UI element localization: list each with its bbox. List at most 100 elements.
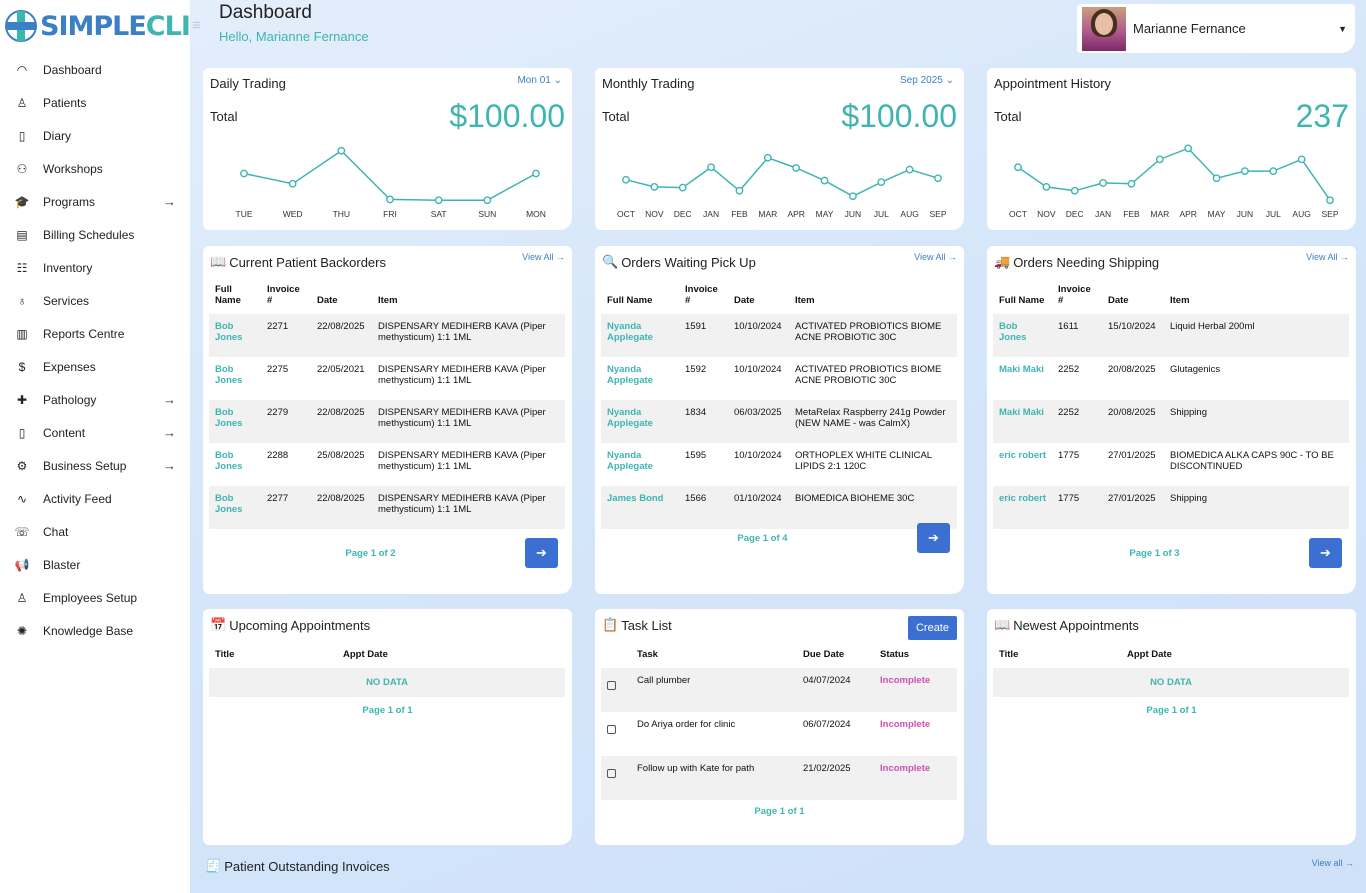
data-point[interactable] bbox=[877, 178, 886, 187]
patient-name-link[interactable]: Bob Jones bbox=[999, 321, 1027, 343]
data-point[interactable] bbox=[434, 196, 443, 205]
sidebar-item-patients[interactable]: ♙ Patients bbox=[0, 86, 190, 119]
data-point[interactable] bbox=[1241, 167, 1249, 176]
data-point[interactable] bbox=[1212, 174, 1221, 183]
data-point[interactable] bbox=[849, 192, 857, 201]
data-point[interactable] bbox=[1127, 179, 1136, 188]
patient-name-link[interactable]: Maki Maki bbox=[999, 364, 1044, 375]
data-point[interactable] bbox=[820, 176, 829, 185]
next-arrow-button[interactable]: ➔ bbox=[525, 538, 558, 568]
logo[interactable]: SIMPLECLINIC bbox=[4, 4, 240, 48]
next-arrow-button[interactable]: ➔ bbox=[1309, 538, 1342, 568]
sidebar-item-chat[interactable]: ☏ Chat bbox=[0, 515, 190, 548]
data-point[interactable] bbox=[735, 186, 744, 195]
patient-name-link[interactable]: Nyanda Applegate bbox=[607, 364, 653, 386]
data-point[interactable] bbox=[1269, 167, 1278, 176]
patient-name-link[interactable]: Bob Jones bbox=[215, 321, 243, 343]
patient-name-link[interactable]: Nyanda Applegate bbox=[607, 321, 653, 343]
table-row[interactable]: Nyanda Applegate 1592 10/10/2024 ACTIVATED … bbox=[601, 357, 957, 400]
data-point[interactable] bbox=[650, 182, 659, 191]
data-point[interactable] bbox=[1155, 155, 1164, 164]
table-row[interactable]: Bob Jones 2271 22/08/2025 DISPENSARY MEDIHE… bbox=[209, 314, 565, 357]
sidebar-item-employees-setup[interactable]: ♙ Employees Setup bbox=[0, 581, 190, 614]
data-point[interactable] bbox=[1326, 196, 1334, 205]
sidebar-item-diary[interactable]: ▯ Diary bbox=[0, 119, 190, 152]
sidebar-item-workshops[interactable]: ⚇ Workshops bbox=[0, 152, 190, 185]
sidebar-item-activity-feed[interactable]: ∿ Activity Feed bbox=[0, 482, 190, 515]
patient-name-link[interactable]: Bob Jones bbox=[215, 364, 243, 386]
view-all-link[interactable]: View All → bbox=[1306, 252, 1349, 262]
patient-name-link[interactable]: Nyanda Applegate bbox=[607, 407, 653, 429]
sidebar-item-content[interactable]: ▯ Content → bbox=[0, 416, 190, 449]
task-checkbox[interactable] bbox=[607, 725, 616, 734]
patient-name-link[interactable]: eric robert bbox=[999, 493, 1046, 504]
sidebar-item-knowledge-base[interactable]: ✺ Knowledge Base bbox=[0, 614, 190, 647]
patient-name-link[interactable]: eric robert bbox=[999, 450, 1046, 461]
task-row[interactable]: Follow up with Kate for path 21/02/2025 In… bbox=[601, 756, 957, 800]
chevron-down-icon[interactable]: ▼ bbox=[1338, 23, 1347, 34]
data-point[interactable] bbox=[288, 179, 297, 188]
patient-name-link[interactable]: Nyanda Applegate bbox=[607, 450, 653, 472]
sidebar-item-dashboard[interactable]: ◠ Dashboard bbox=[0, 53, 190, 86]
sidebar-item-expenses[interactable]: $ Expenses bbox=[0, 350, 190, 383]
sidebar-item-services[interactable]: ♁ Services bbox=[0, 284, 190, 317]
view-all-link[interactable]: View all → bbox=[1311, 858, 1354, 868]
data-point[interactable] bbox=[1042, 182, 1051, 191]
data-point[interactable] bbox=[1297, 155, 1306, 164]
table-row[interactable]: Nyanda Applegate 1591 10/10/2024 ACTIVATED … bbox=[601, 314, 957, 357]
next-arrow-button[interactable]: ➔ bbox=[917, 523, 950, 553]
day-selector[interactable]: Mon 01 ⌄ bbox=[517, 75, 562, 86]
table-row[interactable]: Bob Jones 2288 25/08/2025 DISPENSARY MEDIHE… bbox=[209, 443, 565, 486]
patient-name-link[interactable]: Bob Jones bbox=[215, 407, 243, 429]
task-row[interactable]: Call plumber 04/07/2024 Incomplete bbox=[601, 668, 957, 712]
data-point[interactable] bbox=[1099, 179, 1107, 187]
sidebar-item-reports-centre[interactable]: ▥ Reports Centre bbox=[0, 317, 190, 350]
sidebar-item-pathology[interactable]: ✚ Pathology → bbox=[0, 383, 190, 416]
data-point[interactable] bbox=[483, 196, 492, 205]
task-checkbox[interactable] bbox=[607, 681, 616, 690]
sidebar-item-business-setup[interactable]: ⚙ Business Setup → bbox=[0, 449, 190, 482]
table-row[interactable]: Maki Maki 2252 20/08/2025 Glutagenics bbox=[993, 357, 1349, 400]
sidebar-item-inventory[interactable]: ☷ Inventory bbox=[0, 251, 190, 284]
user-menu[interactable]: Marianne Fernance ▼ bbox=[1077, 4, 1355, 53]
task-row[interactable]: Do Ariya order for clinic 06/07/2024 Incom… bbox=[601, 712, 957, 756]
patient-name-link[interactable]: James Bond bbox=[607, 493, 664, 504]
data-point[interactable] bbox=[763, 153, 772, 162]
data-point[interactable] bbox=[532, 169, 540, 178]
data-point[interactable] bbox=[1184, 144, 1193, 153]
data-point[interactable] bbox=[1014, 163, 1022, 172]
table-row[interactable]: Nyanda Applegate 1595 10/10/2024 ORTHOPLEX … bbox=[601, 443, 957, 486]
table-row[interactable]: Bob Jones 1611 15/10/2024 Liquid Herbal 200… bbox=[993, 314, 1349, 357]
create-task-button[interactable]: Create bbox=[907, 616, 957, 640]
data-point[interactable] bbox=[337, 146, 346, 155]
data-point[interactable] bbox=[386, 195, 394, 204]
view-all-link[interactable]: View All → bbox=[522, 252, 565, 262]
data-point[interactable] bbox=[905, 165, 914, 174]
data-point[interactable] bbox=[240, 169, 248, 178]
x-tick-label: JUL bbox=[874, 209, 889, 219]
data-point[interactable] bbox=[934, 174, 942, 183]
table-row[interactable]: eric robert 1775 27/01/2025 Shipping bbox=[993, 486, 1349, 529]
view-all-link[interactable]: View All → bbox=[914, 252, 957, 262]
table-row[interactable]: Bob Jones 2277 22/08/2025 DISPENSARY MEDIHE… bbox=[209, 486, 565, 529]
patient-name-link[interactable]: Maki Maki bbox=[999, 407, 1044, 418]
sidebar-item-programs[interactable]: 🎓 Programs → bbox=[0, 185, 190, 218]
patient-name-link[interactable]: Bob Jones bbox=[215, 493, 243, 515]
data-point[interactable] bbox=[792, 164, 801, 172]
table-row[interactable]: eric robert 1775 27/01/2025 BIOMEDICA ALKA … bbox=[993, 443, 1349, 486]
patient-name-link[interactable]: Bob Jones bbox=[215, 450, 243, 472]
table-row[interactable]: James Bond 1566 01/10/2024 BIOMEDICA BIOHEM… bbox=[601, 486, 957, 529]
month-selector[interactable]: Sep 2025 ⌄ bbox=[900, 75, 954, 86]
task-checkbox[interactable] bbox=[607, 769, 616, 778]
table-row[interactable]: Nyanda Applegate 1834 06/03/2025 MetaRelax … bbox=[601, 400, 957, 443]
data-point[interactable] bbox=[622, 175, 630, 184]
table-row[interactable]: Maki Maki 2252 20/08/2025 Shipping bbox=[993, 400, 1349, 443]
hamburger-icon[interactable]: ≡ bbox=[192, 17, 201, 34]
data-point[interactable] bbox=[678, 183, 687, 192]
sidebar-item-blaster[interactable]: 📢 Blaster bbox=[0, 548, 190, 581]
data-point[interactable] bbox=[707, 163, 715, 172]
sidebar-item-billing-schedules[interactable]: ▤ Billing Schedules bbox=[0, 218, 190, 251]
table-row[interactable]: Bob Jones 2279 22/08/2025 DISPENSARY MEDIHE… bbox=[209, 400, 565, 443]
table-row[interactable]: Bob Jones 2275 22/05/2021 DISPENSARY MEDIHE… bbox=[209, 357, 565, 400]
data-point[interactable] bbox=[1070, 186, 1079, 195]
